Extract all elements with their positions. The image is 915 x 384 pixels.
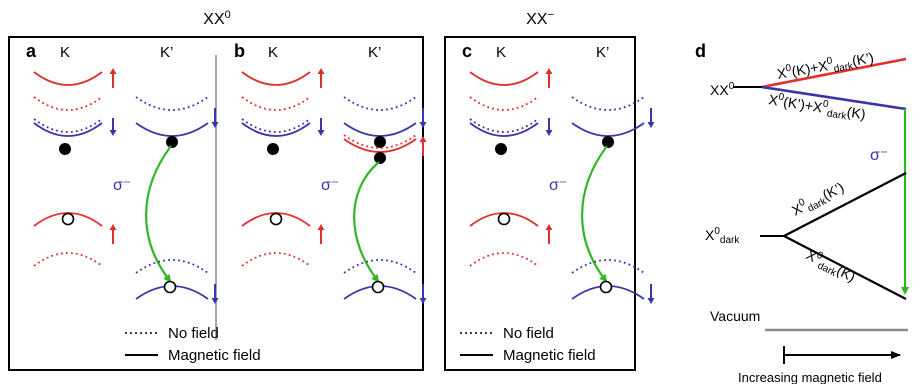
kp-spin-down-arrow-2-c-head (648, 298, 655, 304)
valley-label-kprime-b: K’ (368, 44, 381, 61)
k-spin-up-arrow-2-c-head (546, 224, 553, 230)
valley-label-kprime-a: K’ (160, 44, 173, 61)
valley-label-k-b: K (268, 44, 278, 61)
k-spin-down-arrow-b-head (318, 130, 325, 136)
k-vb-dotted-b (242, 253, 310, 266)
sigma-minus-c: σ⁻ (549, 177, 567, 194)
kp-hole-a (165, 282, 176, 293)
panel-label-b: b (234, 41, 245, 61)
kp-spin-down-arrow-2-b-head (420, 298, 427, 304)
k-spin-down-arrow-c-head (546, 130, 553, 136)
legend-ab-magnetic-field: Magnetic field (168, 347, 261, 364)
k-spin-up-arrow-2-a-head (110, 224, 117, 230)
panel-label-d: d (695, 41, 706, 61)
kp-cb-upper-dotted-a (136, 97, 208, 110)
optical-transition-arrow-a (146, 146, 171, 281)
kp-vb-dotted-c (572, 260, 644, 273)
k-electron-b (267, 143, 279, 155)
panel-label-a: a (26, 41, 37, 61)
k-spin-up-arrow-1-a-head (110, 68, 117, 74)
d-axis-label: Increasing magnetic field (738, 370, 882, 384)
kp-vb-dotted-a (136, 260, 208, 273)
kp-cb-upper-dotted-c (572, 97, 644, 110)
sigma-minus-b: σ⁻ (321, 177, 339, 194)
k-spin-up-arrow-1-b-head (318, 68, 325, 74)
legend-ab: No field Magnetic field (125, 325, 261, 364)
k-cb-upper-dotted-b (242, 97, 310, 110)
panel-d: d XX0 X0(K)+X0dark(K’) X0(K’)+X0dark(K) … (695, 41, 908, 384)
kp-cb-upper-blue-b (344, 123, 416, 136)
d-upper-branch-label: X0(K)+X0dark(K’) (776, 48, 876, 85)
k-hole-c (499, 214, 510, 225)
k-vb-dotted-a (34, 253, 102, 266)
kp-electron-2-b (374, 152, 386, 164)
k-cb-upper-red-b (242, 72, 310, 85)
kp-spin-down-arrow-2-a-head (212, 298, 219, 304)
panel-label-c: c (462, 41, 472, 61)
kp-electron-1-a (166, 136, 178, 148)
kp-electron-1-c (602, 136, 614, 148)
kp-spin-down-arrow-1-c-head (648, 122, 655, 128)
kp-electron-1-b (374, 136, 386, 148)
kp-vb-dotted-b (344, 260, 416, 273)
k-spin-up-arrow-2-b-head (318, 224, 325, 230)
d-dark-lower-label: X0dark(K) (802, 246, 858, 288)
k-vb-dotted-c (470, 253, 538, 266)
kp-spin-down-arrow-1-b-head (420, 122, 427, 128)
legend-c-no-field: No field (503, 325, 554, 342)
kp-cb-upper-dotted-b (344, 97, 416, 110)
kp-spin-down-arrow-1-a-head (212, 122, 219, 128)
kp-cb-upper-blue-c (572, 123, 644, 136)
k-spin-up-arrow-1-c-head (546, 68, 553, 74)
k-electron-a (59, 143, 71, 155)
optical-transition-arrow-c (582, 146, 607, 281)
legend-c: No field Magnetic field (460, 325, 596, 364)
k-cb-upper-dotted-c (470, 97, 538, 110)
k-hole-b (271, 214, 282, 225)
valley-label-kprime-c: K’ (596, 44, 609, 61)
kp-spin-up-arrow-b-head (420, 136, 427, 142)
optical-transition-arrow-b (354, 162, 379, 281)
valley-label-k-a: K (60, 44, 70, 61)
d-vacuum-label: Vacuum (710, 308, 760, 324)
k-spin-down-arrow-a-head (110, 130, 117, 136)
legend-c-magnetic-field: Magnetic field (503, 347, 596, 364)
valley-label-k-c: K (496, 44, 506, 61)
sigma-minus-a: σ⁻ (113, 177, 131, 194)
legend-ab-no-field: No field (168, 325, 219, 342)
frame-c (445, 37, 635, 370)
d-x0dark-label: X0dark (705, 226, 740, 246)
header-xx0: XX0 (203, 9, 230, 28)
d-sigma-minus: σ⁻ (870, 147, 888, 164)
k-hole-a (63, 214, 74, 225)
kp-hole-b (373, 282, 384, 293)
d-dark-upper-label: X0dark(K’) (789, 178, 848, 221)
header-xx-minus: XX− (526, 9, 554, 28)
k-cb-upper-dotted-a (34, 97, 102, 110)
kp-hole-c (601, 282, 612, 293)
k-electron-c (495, 143, 507, 155)
band-diagrams: a K K’ σ⁻ b K K’ σ⁻ c K K’ σ⁻ (26, 41, 655, 304)
k-cb-upper-red-a (34, 72, 102, 85)
kp-cb-upper-blue-a (136, 123, 208, 136)
d-xx0-label: XX0 (710, 81, 735, 98)
k-cb-upper-red-c (470, 72, 538, 85)
